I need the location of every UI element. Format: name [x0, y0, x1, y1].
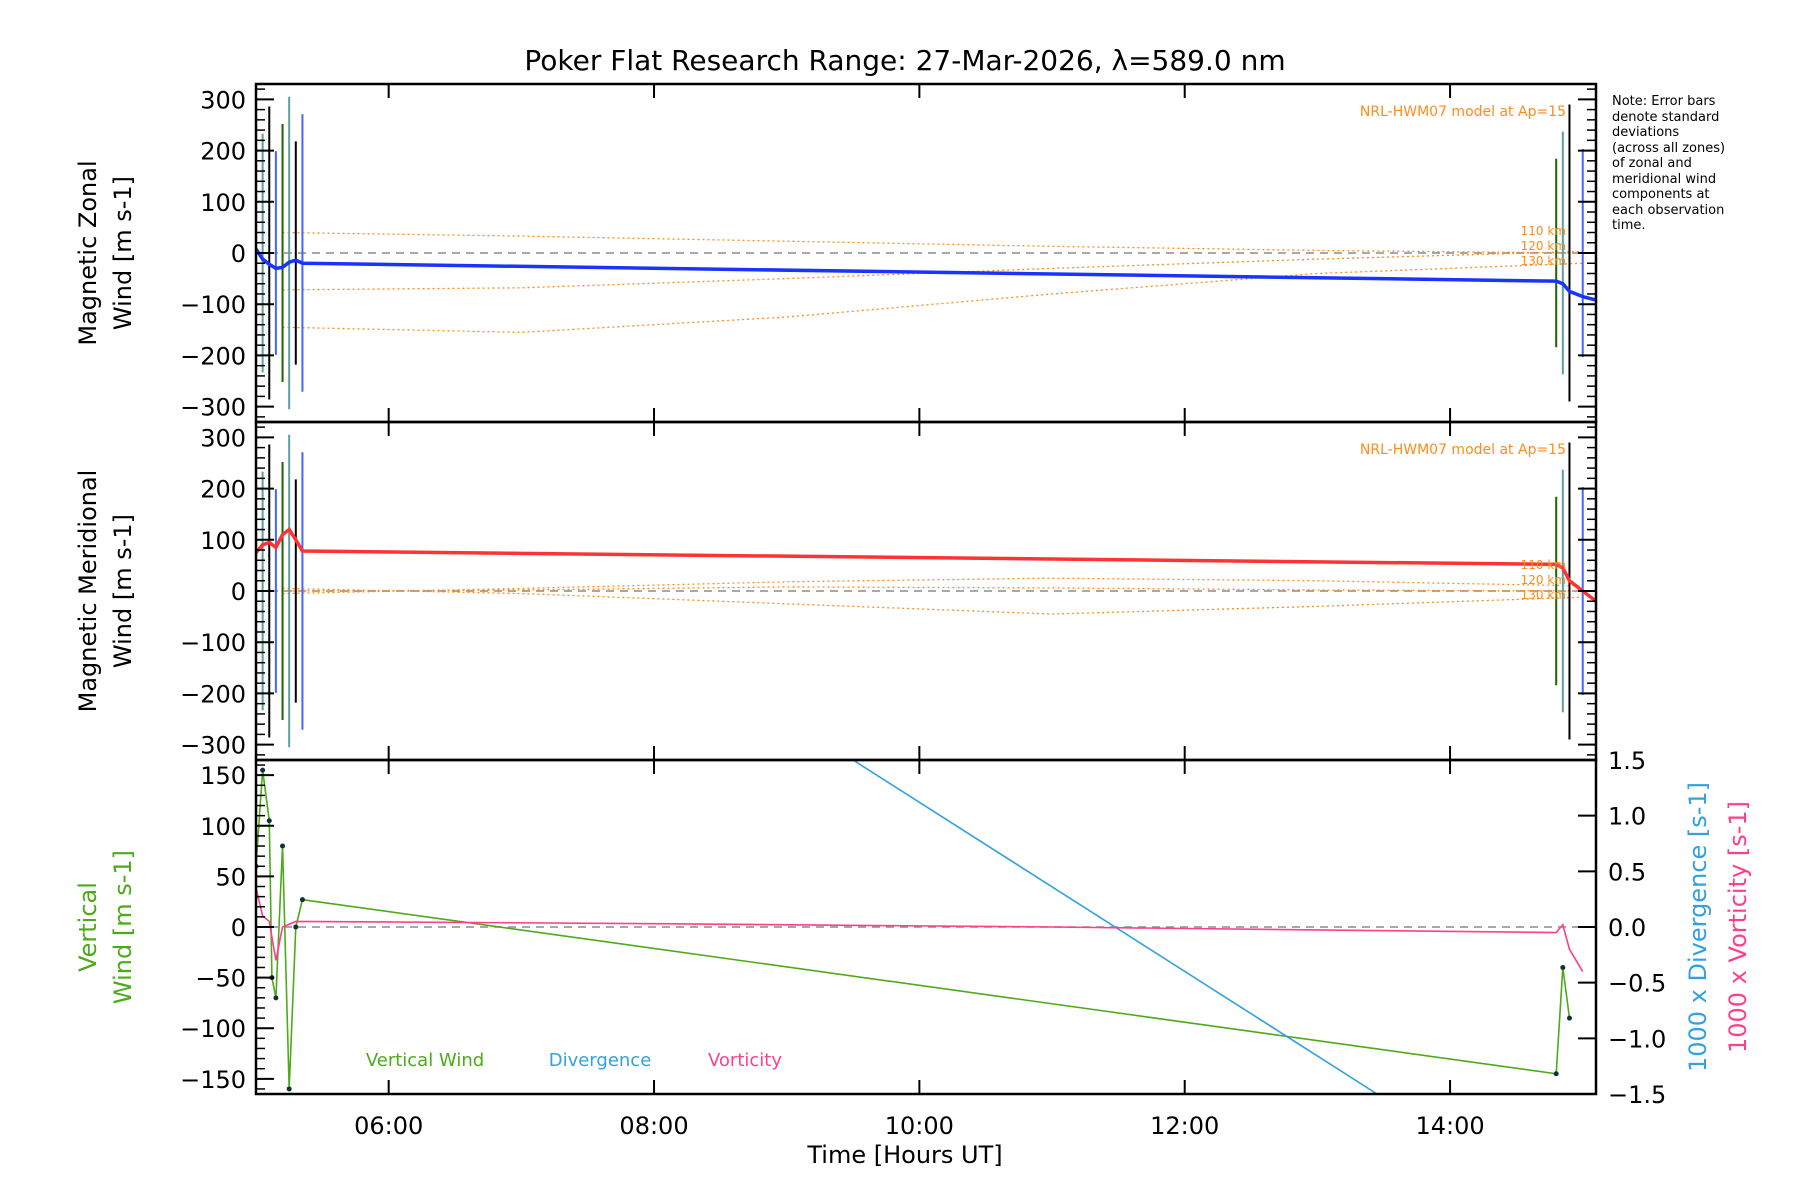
- y-tick-label: −100: [180, 1015, 246, 1043]
- x-axis-label: Time [Hours UT]: [806, 1141, 1002, 1169]
- x-tick-label: 14:00: [1415, 1112, 1484, 1140]
- y-tick-label: 0: [231, 578, 246, 606]
- y-tick-label: −100: [180, 629, 246, 657]
- y-tick-label: 100: [200, 189, 246, 217]
- y2-tick-label: 1.5: [1608, 747, 1646, 775]
- note-line: Note: Error bars: [1612, 94, 1716, 109]
- x-tick-label: 08:00: [619, 1112, 688, 1140]
- note-line: of zonal and: [1612, 156, 1692, 171]
- model-altitude-label: 130 km: [1521, 588, 1566, 602]
- model-label: NRL-HWM07 model at Ap=15: [1360, 442, 1566, 458]
- model-curve: [282, 231, 1583, 254]
- y-tick-label: 300: [200, 86, 246, 114]
- y-tick-label: 300: [200, 424, 246, 452]
- y-tick-label: 200: [200, 138, 246, 166]
- plot-area-zonal: [256, 96, 1596, 410]
- data-point: [1566, 1015, 1572, 1021]
- note-line: meridional wind: [1612, 171, 1717, 187]
- model-altitude-label: 130 km: [1521, 254, 1566, 268]
- y-tick-label: −150: [180, 1066, 246, 1094]
- panel-vertical: −150 −100 −50 0 50 100 150 Vertical Wind [m s-1]…: [74, 747, 1752, 1109]
- y-axis-label-unit: Wind [m s-1]: [109, 176, 137, 330]
- y-tick-label: 0: [231, 914, 246, 942]
- series-magnetic-zonal-wind: [256, 247, 1596, 302]
- legend-item: Vertical Wind: [366, 1050, 484, 1071]
- model-altitude-label: 120 km: [1521, 239, 1566, 253]
- x-tick-label: 10:00: [885, 1112, 954, 1140]
- data-point: [1553, 1071, 1559, 1077]
- chart-title: Poker Flat Research Range: 27-Mar-2026, …: [524, 44, 1285, 77]
- y-tick-label: −100: [180, 291, 246, 319]
- y2-tick-label: −0.5: [1608, 970, 1666, 998]
- note-line: each observation: [1612, 202, 1725, 218]
- y2-tick-label: −1.5: [1608, 1081, 1666, 1109]
- model-curve: [282, 577, 1583, 595]
- series-vorticity: [256, 887, 1584, 972]
- data-point: [260, 767, 266, 773]
- y-tick-label: 100: [200, 813, 246, 841]
- y2-tick-label: 0.0: [1608, 914, 1646, 942]
- data-point: [1560, 964, 1566, 970]
- model-altitude-label: 110 km: [1521, 224, 1566, 238]
- note-line: deviations: [1612, 125, 1680, 140]
- y-axis-label: Magnetic Zonal: [74, 160, 102, 345]
- series-magnetic-meridional-wind: [256, 526, 1596, 603]
- model-altitude-label: 110 km: [1521, 558, 1566, 572]
- data-point: [273, 995, 279, 1001]
- y-tick-label: 200: [200, 476, 246, 504]
- y-tick-label: 0: [231, 240, 246, 268]
- y-tick-label: −50: [195, 965, 246, 993]
- y-tick-label: 50: [215, 863, 246, 891]
- plot-area-meridional: [256, 434, 1596, 748]
- x-axis: 06:00 08:00 10:00 12:00 14:00: [354, 1112, 1485, 1140]
- vorticity-axis-label: 1000 x Vorticity [s-1]: [1724, 801, 1752, 1053]
- note-line: denote standard: [1612, 109, 1720, 125]
- data-point: [280, 843, 286, 849]
- y-axis-label: Magnetic Meridional: [74, 470, 102, 713]
- error-bar-note: Note: Error bars denote standard deviati…: [1612, 94, 1792, 234]
- note-line: components at: [1612, 187, 1710, 202]
- model-label: NRL-HWM07 model at Ap=15: [1360, 104, 1566, 120]
- y-tick-label: 100: [200, 527, 246, 555]
- y2-tick-label: 1.0: [1608, 803, 1646, 831]
- plot-area-vertical: [256, 760, 1596, 1094]
- note-line: (across all zones): [1612, 140, 1726, 156]
- data-point: [299, 897, 305, 903]
- y2-tick-label: −1.0: [1608, 1025, 1666, 1053]
- x-tick-label: 12:00: [1150, 1112, 1219, 1140]
- model-curve: [282, 587, 1583, 615]
- model-curve: [282, 262, 1583, 334]
- legend-item: Divergence: [549, 1050, 652, 1071]
- y-axis-label: Vertical: [74, 882, 102, 972]
- model-curve: [282, 586, 1583, 592]
- y-tick-label: −300: [180, 732, 246, 760]
- note-line: time.: [1612, 218, 1646, 233]
- data-point: [266, 818, 272, 824]
- y-tick-label: 150: [200, 762, 246, 790]
- y-axis-label-unit: Wind [m s-1]: [109, 850, 137, 1004]
- data-point: [286, 1086, 292, 1092]
- data-point: [293, 924, 299, 930]
- y-tick-label: −300: [180, 394, 246, 422]
- legend-item: Vorticity: [708, 1050, 782, 1071]
- divergence-axis-label: 1000 x Divergence [s-1]: [1684, 782, 1712, 1072]
- y-tick-label: −200: [180, 342, 246, 370]
- x-tick-label: 06:00: [354, 1112, 423, 1140]
- y-tick-label: −200: [180, 680, 246, 708]
- y2-tick-label: 0.5: [1608, 858, 1646, 886]
- series-vertical-wind: [256, 770, 1571, 1089]
- y-axis-label-unit: Wind [m s-1]: [109, 514, 137, 668]
- model-altitude-label: 120 km: [1521, 573, 1566, 587]
